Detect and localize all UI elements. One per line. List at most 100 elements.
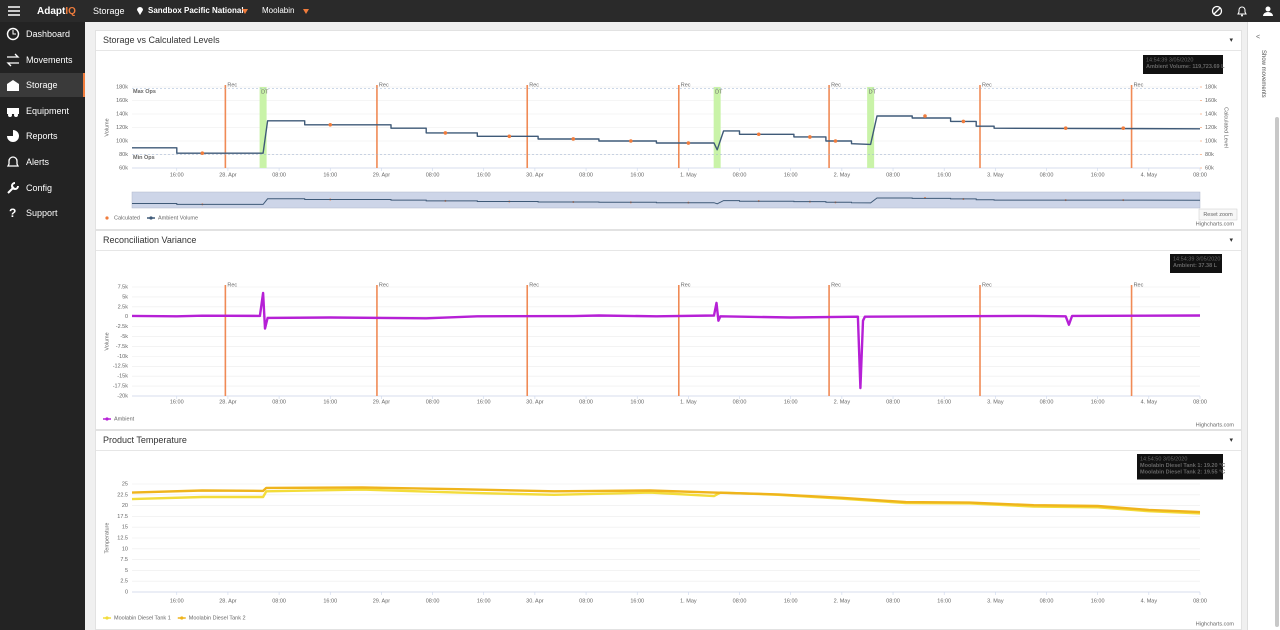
rec-label: Rec [982, 82, 992, 88]
rec-label: Rec [529, 82, 539, 88]
x-tick-label: 08:00 [733, 399, 747, 405]
user-icon[interactable] [1262, 5, 1274, 17]
reset-zoom-box[interactable] [1198, 208, 1238, 221]
nav-item[interactable]: Alerts [0, 150, 85, 174]
y-tick-label: -5k [120, 334, 128, 340]
collapse[interactable]: ▾ [1229, 37, 1233, 44]
tooltip-line: Moolabin Diesel Tank 1: 19.20 °C [1140, 463, 1225, 469]
nav-label: Alerts [26, 157, 50, 167]
nav-label: Storage [26, 80, 58, 91]
block-icon[interactable] [1211, 5, 1223, 17]
x-tick-label: 1. May [680, 399, 697, 405]
nav-item[interactable]: ? Support [0, 201, 85, 225]
rec-label: Rec [831, 282, 841, 288]
nav-item[interactable]: Movements [0, 48, 85, 72]
tooltip-line: 14:54:39 3/05/2020 [1173, 256, 1220, 262]
nav-icon [7, 181, 19, 194]
legend-label[interactable]: Ambient Volume [158, 215, 198, 221]
calc-marker [571, 137, 576, 141]
logo: AdaptIQ [37, 6, 76, 17]
nav-label: Movements [26, 54, 73, 65]
y-tick-label: -20k [117, 393, 128, 399]
legend-item[interactable]: Ambient [103, 416, 135, 422]
legend-item[interactable]: Moolabin Diesel Tank 2 [177, 615, 246, 621]
x-tick-label: 29. Apr [373, 172, 391, 178]
nav-item[interactable]: Reports [0, 124, 85, 148]
show-movements[interactable]: Show movements [1260, 50, 1266, 98]
legend-label[interactable]: Moolabin Diesel Tank 2 [189, 615, 246, 621]
x-tick-label: 08:00 [1040, 399, 1054, 405]
x-tick-label: 08:00 [426, 172, 440, 178]
y-tick-label: 2.5k [118, 304, 129, 310]
x-tick-label: 08:00 [1193, 399, 1207, 405]
x-tick-label: 08:00 [733, 598, 747, 604]
legend-label[interactable]: Calculated [114, 215, 140, 221]
y-axis-title: Volume [104, 118, 110, 136]
legend-item[interactable]: Ambient Volume [147, 215, 198, 221]
bell-icon[interactable] [1236, 5, 1248, 17]
series-line [131, 488, 1201, 515]
x-tick-label: 08:00 [733, 172, 747, 178]
location-select[interactable]: Moolabin [262, 6, 295, 15]
calc-marker [808, 135, 812, 139]
scrollbar[interactable] [1275, 117, 1279, 627]
rec-label: Rec [1134, 282, 1144, 288]
tooltip-line: Ambient: 37.38 L [1173, 263, 1218, 269]
pin-icon [137, 7, 143, 15]
y2-tick-label: 180k [1205, 84, 1217, 90]
x-tick-label: 4. May [1141, 399, 1158, 405]
x-tick-label: 16:00 [630, 598, 644, 604]
y-tick-label: -12.5k [113, 364, 129, 370]
x-tick-label: 16:00 [477, 598, 491, 604]
collapse[interactable]: ▾ [1229, 437, 1233, 444]
nav-label: Reports [26, 131, 58, 142]
rec-label: Rec [227, 282, 237, 288]
legend-item[interactable]: Moolabin Diesel Tank 1 [103, 615, 171, 621]
calc-marker [443, 131, 448, 135]
legend-label[interactable]: Ambient [114, 416, 135, 422]
x-tick-label: 30. Apr [526, 399, 544, 405]
nav-label: Dashboard [26, 29, 71, 39]
nav-icon [6, 156, 20, 167]
x-tick-label: 16:00 [630, 399, 644, 405]
x-tick-label: 08:00 [426, 598, 440, 604]
x-tick-label: 08:00 [1040, 172, 1054, 178]
plot-line-label: Max Ops [133, 89, 156, 95]
site-select[interactable]: Sandbox Pacific National [148, 6, 244, 15]
collapse[interactable]: ▾ [1229, 237, 1233, 244]
y-tick-label: 7.5k [118, 284, 129, 290]
rec-label: Rec [1134, 82, 1144, 88]
reset-zoom-button[interactable]: Reset zoom [1198, 208, 1238, 221]
y2-tick-label: 100k [1205, 138, 1217, 144]
panel-title: Storage vs Calculated Levels [103, 35, 220, 45]
legend-dot [105, 417, 109, 421]
x-tick-label: 30. Apr [526, 172, 544, 178]
menu-icon[interactable] [7, 5, 21, 17]
nav-item[interactable]: Dashboard [0, 22, 85, 46]
panel: Product Temperature ▾ [95, 430, 1242, 630]
tooltip-box [1143, 55, 1223, 74]
right-panel: < Show movements [1247, 22, 1280, 630]
nav-item[interactable]: Storage [0, 73, 85, 98]
legend-label[interactable]: Moolabin Diesel Tank 1 [114, 615, 171, 621]
dt-band [867, 87, 875, 168]
x-tick-label: 29. Apr [373, 598, 391, 604]
y2-tick-label: 140k [1205, 111, 1217, 117]
panel-header: Reconciliation Variance ▾ [96, 231, 1241, 251]
x-tick-label: 29. Apr [373, 399, 391, 405]
nav-item[interactable]: Equipment [0, 99, 85, 123]
x-tick-label: 1. May [680, 598, 697, 604]
y2-axis-title: Calculated Level [1223, 107, 1229, 148]
y2-tick-label: 160k [1205, 98, 1217, 104]
x-tick-label: 16:00 [630, 172, 644, 178]
nav-item[interactable]: Config [0, 176, 85, 200]
rec-label: Rec [379, 282, 389, 288]
x-tick-label: 16:00 [937, 399, 951, 405]
reset-zoom-label[interactable]: Reset zoom [1203, 212, 1233, 218]
legend-item[interactable]: Calculated [105, 215, 140, 221]
chevron[interactable]: < [1256, 34, 1261, 41]
calc-marker [833, 139, 838, 143]
x-tick-label: 16:00 [477, 399, 491, 405]
credits: Highcharts.com [1196, 221, 1235, 227]
